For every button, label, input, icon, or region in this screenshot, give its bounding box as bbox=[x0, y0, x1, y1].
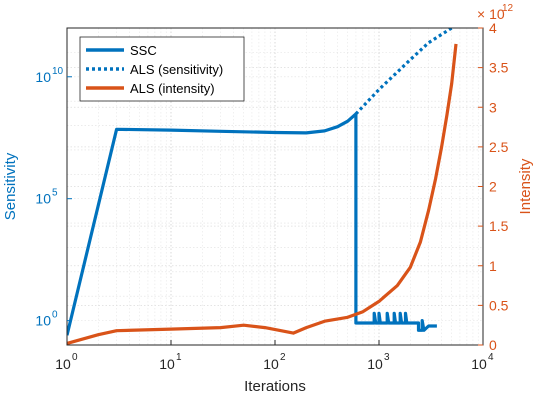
series-layer bbox=[67, 28, 458, 345]
x-tick-exponent: 1 bbox=[176, 352, 182, 363]
right-y-tick-label: 0 bbox=[489, 337, 497, 353]
x-tick-exponent: 2 bbox=[280, 352, 286, 363]
right-y-axis-title: Intensity bbox=[517, 158, 534, 214]
left-y-tick-exponent: 5 bbox=[52, 188, 58, 199]
legend-box bbox=[79, 36, 245, 102]
x-tick-exponent: 3 bbox=[384, 352, 390, 363]
right-y-tick-label: 4 bbox=[489, 20, 497, 36]
x-tick-label: 10 bbox=[159, 356, 175, 372]
left-y-tick-exponent: 10 bbox=[52, 66, 64, 77]
right-y-tick-label: 3.5 bbox=[489, 60, 509, 76]
right-y-multiplier: × 10 bbox=[477, 6, 505, 22]
legend-label-als-sensitivity: ALS (sensitivity) bbox=[130, 62, 223, 77]
x-tick-exponent: 0 bbox=[72, 352, 78, 363]
x-tick-label: 10 bbox=[367, 356, 383, 372]
x-tick-exponent: 4 bbox=[488, 352, 494, 363]
left-y-tick-label: 10 bbox=[35, 313, 51, 329]
right-y-tick-label: 3 bbox=[489, 99, 497, 115]
right-y-tick-label: 2 bbox=[489, 179, 497, 195]
series-line-als-sensitivity bbox=[354, 28, 453, 115]
left-y-tick-label: 10 bbox=[35, 191, 51, 207]
left-y-axis-title: Sensitivity bbox=[2, 152, 19, 220]
right-y-tick-label: 0.5 bbox=[489, 297, 509, 313]
x-axis-title: Iterations bbox=[244, 378, 306, 395]
legend: SSC ALS (sensitivity) ALS (intensity) bbox=[79, 36, 245, 102]
right-y-multiplier-exponent: 12 bbox=[502, 3, 514, 14]
legend-label-als-intensity: ALS (intensity) bbox=[130, 81, 215, 96]
axes: 10 0 10 1 10 2 10 3 10 410 010 510 1000.511.522.533.… bbox=[35, 3, 513, 372]
left-y-tick-label: 10 bbox=[35, 69, 51, 85]
x-tick-label: 10 bbox=[55, 356, 71, 372]
right-y-tick-label: 2.5 bbox=[489, 139, 509, 155]
right-y-tick-label: 1 bbox=[489, 258, 497, 274]
series-line-ssc bbox=[67, 112, 437, 336]
right-y-tick-label: 1.5 bbox=[489, 218, 509, 234]
legend-label-ssc: SSC bbox=[130, 43, 157, 58]
x-tick-label: 10 bbox=[471, 356, 487, 372]
series-line-als-intensity bbox=[67, 43, 458, 345]
left-y-tick-exponent: 0 bbox=[52, 310, 58, 321]
x-tick-label: 10 bbox=[263, 356, 279, 372]
